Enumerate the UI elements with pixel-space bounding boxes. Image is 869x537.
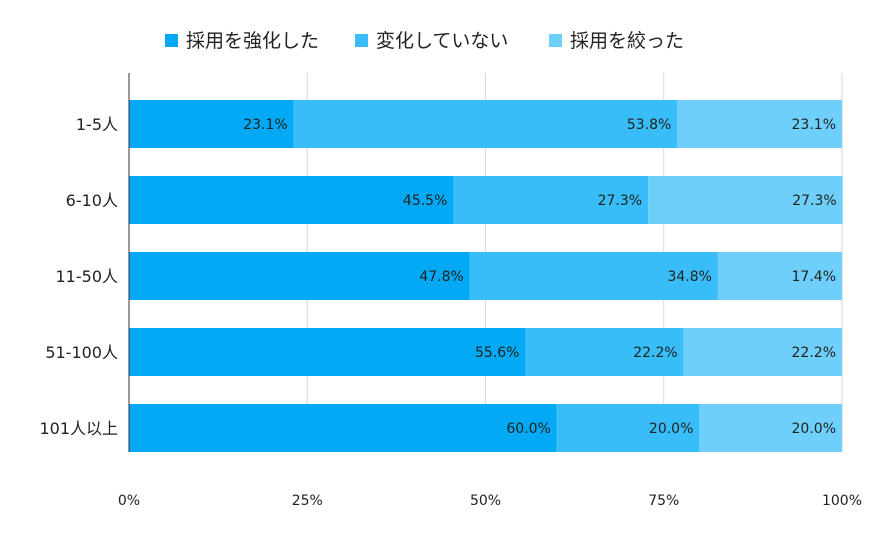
bar-segment — [469, 252, 718, 300]
x-tick-label: 25% — [292, 493, 323, 509]
bar-segment — [129, 100, 294, 148]
bar-segment — [129, 328, 526, 376]
x-tick-label: 50% — [470, 493, 501, 509]
bar-segment — [699, 404, 842, 452]
data-label: 60.0% — [506, 421, 550, 437]
data-label: 17.4% — [792, 269, 836, 285]
bar-segment — [129, 176, 454, 224]
data-label: 27.3% — [792, 193, 836, 209]
bar-segment — [129, 404, 557, 452]
data-label: 22.2% — [792, 345, 836, 361]
bars — [129, 100, 843, 452]
bar-segment — [717, 252, 842, 300]
legend-swatch — [355, 34, 368, 47]
data-label: 22.2% — [633, 345, 677, 361]
legend-swatch — [549, 34, 562, 47]
data-label: 20.0% — [792, 421, 836, 437]
y-tick-label: 51-100人 — [45, 343, 118, 362]
y-axis-labels: 1-5人 6-10人 11-50人 51-100人 101人以上 — [39, 115, 118, 438]
legend-label: 採用を強化した — [186, 30, 319, 52]
x-tick-label: 75% — [648, 493, 679, 509]
data-label: 55.6% — [475, 345, 519, 361]
data-label: 45.5% — [403, 193, 447, 209]
bar-segment — [648, 176, 843, 224]
y-tick-label: 101人以上 — [39, 419, 118, 438]
data-label: 27.3% — [598, 193, 642, 209]
legend: 採用を強化した 変化していない 採用を絞った — [165, 30, 684, 52]
bar-segment — [525, 328, 684, 376]
x-tick-label: 100% — [822, 493, 862, 509]
bar-segment — [683, 328, 842, 376]
bar-segment — [453, 176, 649, 224]
legend-swatch — [165, 34, 178, 47]
y-tick-label: 11-50人 — [56, 267, 119, 286]
x-axis-labels: 0% 25% 50% 75% 100% — [118, 493, 862, 509]
bar-segment — [677, 100, 842, 148]
bar-segment — [129, 252, 470, 300]
bar-segment — [556, 404, 700, 452]
data-label: 34.8% — [667, 269, 711, 285]
legend-label: 変化していない — [376, 30, 508, 52]
y-tick-label: 1-5人 — [76, 115, 118, 134]
x-tick-label: 0% — [118, 493, 140, 509]
data-label: 23.1% — [792, 117, 836, 133]
data-label: 53.8% — [627, 117, 671, 133]
data-label: 23.1% — [243, 117, 287, 133]
data-labels: 23.1% 53.8% 23.1% 45.5% 27.3% 27.3% 47.8% 34.8%… — [243, 117, 836, 437]
y-tick-label: 6-10人 — [66, 191, 118, 210]
legend-label: 採用を絞った — [570, 30, 684, 52]
data-label: 20.0% — [649, 421, 693, 437]
bar-segment — [293, 100, 678, 148]
data-label: 47.8% — [419, 269, 463, 285]
